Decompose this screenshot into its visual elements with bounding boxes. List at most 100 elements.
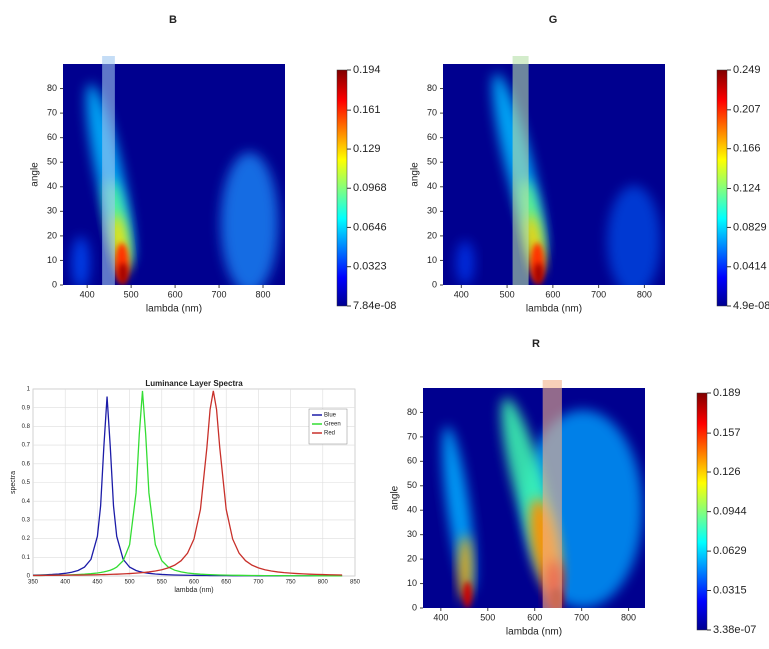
y-tick-label: 0.6 bbox=[22, 461, 31, 467]
series-line bbox=[32, 390, 343, 577]
y-axis-label: angle bbox=[390, 485, 401, 510]
chart-title: Luminance Layer Spectra bbox=[145, 379, 243, 388]
y-tick-label: 30 bbox=[407, 529, 417, 539]
colorbar-tick-label: 0.0968 bbox=[353, 182, 387, 194]
x-tick-label: 700 bbox=[591, 289, 606, 299]
y-tick-label: 40 bbox=[427, 181, 437, 191]
y-tick-label: 0.3 bbox=[22, 517, 31, 523]
y-tick-label: 20 bbox=[427, 230, 437, 240]
y-tick-label: 0 bbox=[52, 279, 57, 289]
chart-title: R bbox=[532, 338, 540, 350]
y-axis-label: spectra bbox=[10, 471, 17, 494]
colorbar bbox=[716, 69, 728, 307]
x-tick-label: 500 bbox=[124, 289, 139, 299]
x-tick-label: 350 bbox=[28, 580, 39, 586]
y-tick-label: 0.5 bbox=[22, 480, 31, 486]
x-tick-label: 600 bbox=[189, 580, 200, 586]
y-tick-label: 1 bbox=[27, 387, 31, 393]
x-tick-label: 450 bbox=[92, 580, 103, 586]
highlight-band bbox=[102, 56, 115, 285]
series-line bbox=[32, 390, 343, 577]
chart-title: G bbox=[549, 14, 558, 26]
x-tick-label: 700 bbox=[574, 612, 589, 622]
y-tick-label: 30 bbox=[47, 206, 57, 216]
heatmap-image bbox=[443, 64, 665, 285]
y-tick-label: 0.2 bbox=[22, 536, 31, 542]
x-tick-label: 750 bbox=[286, 580, 297, 586]
colorbar-tick-label: 0.166 bbox=[733, 143, 761, 155]
colorbar-tick-label: 0.0315 bbox=[713, 584, 747, 596]
colorbar-tick-label: 0.249 bbox=[733, 64, 761, 76]
legend-label: Green bbox=[324, 422, 341, 428]
y-tick-label: 0.9 bbox=[22, 405, 31, 411]
y-tick-label: 0.8 bbox=[22, 424, 31, 430]
x-tick-label: 800 bbox=[318, 580, 329, 586]
y-tick-label: 30 bbox=[427, 206, 437, 216]
y-tick-label: 60 bbox=[427, 132, 437, 142]
y-tick-label: 50 bbox=[47, 157, 57, 167]
heatmap-texture bbox=[534, 262, 543, 285]
x-axis-label: lambda (nm) bbox=[506, 627, 562, 638]
chart-title: B bbox=[169, 14, 177, 26]
y-tick-label: 70 bbox=[407, 431, 417, 441]
y-axis-label: angle bbox=[30, 162, 41, 187]
colorbar-tick-label: 0.0646 bbox=[353, 221, 387, 233]
y-tick-label: 80 bbox=[427, 83, 437, 93]
colorbar-tick-label: 7.84e-08 bbox=[353, 300, 396, 312]
x-tick-label: 800 bbox=[637, 289, 652, 299]
x-tick-label: 500 bbox=[480, 612, 495, 622]
x-tick-label: 550 bbox=[157, 580, 168, 586]
colorbar-tick-label: 0.0629 bbox=[713, 545, 747, 557]
y-tick-label: 50 bbox=[427, 157, 437, 167]
y-tick-label: 70 bbox=[47, 107, 57, 117]
x-axis-label: lambda (nm) bbox=[526, 304, 582, 315]
y-tick-label: 10 bbox=[407, 578, 417, 588]
x-axis-label: lambda (nm) bbox=[146, 304, 202, 315]
colorbar bbox=[336, 69, 348, 307]
x-tick-label: 800 bbox=[621, 612, 636, 622]
x-tick-label: 500 bbox=[500, 289, 515, 299]
heatmap-texture bbox=[607, 185, 661, 285]
x-tick-label: 500 bbox=[125, 580, 136, 586]
heatmap-image bbox=[423, 388, 645, 608]
y-tick-label: 60 bbox=[407, 456, 417, 466]
y-tick-label: 0 bbox=[432, 279, 437, 289]
legend-label: Blue bbox=[324, 413, 337, 419]
y-axis-label: angle bbox=[410, 162, 421, 187]
highlight-band bbox=[512, 56, 529, 285]
y-tick-label: 80 bbox=[47, 83, 57, 93]
colorbar-tick-label: 0.189 bbox=[713, 387, 741, 399]
colorbar bbox=[696, 392, 708, 631]
colorbar-tick-label: 0.194 bbox=[353, 64, 381, 76]
y-tick-label: 50 bbox=[407, 480, 417, 490]
heatmap-texture bbox=[220, 152, 279, 285]
x-tick-label: 400 bbox=[454, 289, 469, 299]
x-tick-label: 600 bbox=[168, 289, 183, 299]
y-tick-label: 70 bbox=[427, 107, 437, 117]
y-tick-label: 0.1 bbox=[22, 555, 31, 561]
colorbar-tick-label: 0.207 bbox=[733, 104, 761, 116]
colorbar-tick-label: 0.0829 bbox=[733, 221, 767, 233]
y-tick-label: 0.7 bbox=[22, 443, 31, 449]
y-tick-label: 40 bbox=[407, 505, 417, 515]
y-tick-label: 0.4 bbox=[22, 499, 31, 505]
x-tick-label: 600 bbox=[527, 612, 542, 622]
x-tick-label: 700 bbox=[212, 289, 227, 299]
heatmap-texture bbox=[463, 581, 472, 608]
colorbar-tick-label: 0.161 bbox=[353, 104, 381, 116]
y-tick-label: 10 bbox=[427, 255, 437, 265]
colorbar-tick-label: 0.157 bbox=[713, 427, 741, 439]
colorbar-tick-label: 4.9e-08 bbox=[733, 300, 769, 312]
x-tick-label: 400 bbox=[80, 289, 95, 299]
x-tick-label: 800 bbox=[256, 289, 271, 299]
colorbar-tick-label: 0.129 bbox=[353, 143, 381, 155]
x-axis-label: lambda (nm) bbox=[174, 587, 213, 594]
x-tick-label: 600 bbox=[545, 289, 560, 299]
heatmap-texture bbox=[71, 236, 90, 285]
y-tick-label: 80 bbox=[407, 407, 417, 417]
heatmap-image bbox=[63, 64, 285, 285]
y-tick-label: 20 bbox=[407, 553, 417, 563]
legend-label: Red bbox=[324, 431, 335, 437]
colorbar-tick-label: 0.126 bbox=[713, 466, 741, 478]
